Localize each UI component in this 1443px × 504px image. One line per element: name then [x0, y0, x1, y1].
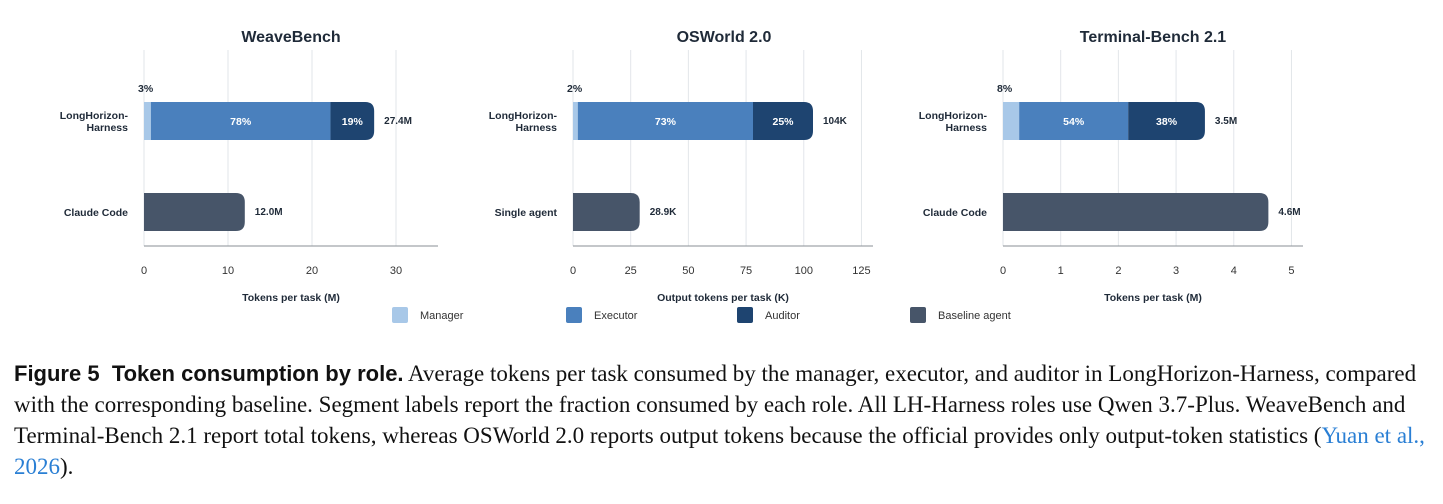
legend-swatch-manager [392, 307, 408, 323]
panel-1-tick-label: 30 [390, 265, 402, 277]
panel-1-bar-manager [144, 102, 151, 140]
panel-2-bar-auditor [753, 102, 813, 140]
panel-3-segment-label: 8% [997, 83, 1013, 95]
panel-2-x-axis-label: Output tokens per task (K) [657, 292, 789, 304]
figure-caption: Figure 5 Token consumption by role. Aver… [14, 358, 1429, 482]
panel-1-x-axis-label: Tokens per task (M) [242, 292, 340, 304]
caption-body: Average tokens per task consumed by the … [14, 361, 1417, 448]
legend-label-auditor: Auditor [765, 310, 800, 322]
panel-1-category-label: Claude Code [64, 207, 128, 219]
panel-2-total-label: 28.9K [650, 207, 677, 218]
panel-1-total-label: 27.4M [384, 116, 412, 127]
panel-3-tick-label: 5 [1288, 265, 1294, 277]
panel-2-segment-label: 25% [772, 116, 794, 128]
panel-2-bar-executor [577, 102, 753, 140]
panel-2-tick-label: 125 [852, 265, 870, 277]
caption-end: ). [60, 454, 74, 479]
panel-3-x-axis-label: Tokens per task (M) [1104, 292, 1202, 304]
panel-3-bar-executor [1019, 102, 1129, 140]
panel-3-total-label: 4.6M [1278, 207, 1300, 218]
panel-1-title: WeaveBench [241, 29, 340, 46]
legend-swatch-auditor [737, 307, 753, 323]
panel-1-segment-label: 3% [138, 83, 154, 95]
panel-3-tick-label: 4 [1231, 265, 1237, 277]
legend-label-executor: Executor [594, 310, 638, 322]
panel-1-tick-label: 10 [222, 265, 234, 277]
panel-2-tick-label: 25 [625, 265, 637, 277]
panel-3-bar-baseline-agent [1003, 193, 1269, 231]
caption-citation[interactable]: Yuan et al., 2026 [14, 423, 1425, 479]
panel-1-bar-auditor [330, 102, 375, 140]
legend-swatch-baseline-agent [910, 307, 926, 323]
panel-1-bar-baseline-agent [144, 193, 245, 231]
panel-1-bar-executor [150, 102, 331, 140]
panel-1-segment-label: 19% [342, 116, 364, 128]
panel-1-tick-label: 0 [141, 265, 147, 277]
panel-2-tick-label: 75 [740, 265, 752, 277]
panel-3-tick-label: 3 [1173, 265, 1179, 277]
panel-3-bar-auditor [1128, 102, 1205, 140]
panel-2-bar-manager [573, 102, 578, 140]
panel-1-tick-label: 20 [306, 265, 318, 277]
panel-1-category-label: LongHorizon-Harness [60, 110, 129, 134]
panel-3-segment-label: 54% [1063, 116, 1085, 128]
panel-3-tick-label: 0 [1000, 265, 1006, 277]
legend-label-manager: Manager [420, 310, 464, 322]
panel-3-segment-label: 38% [1156, 116, 1178, 128]
panel-2-tick-label: 50 [682, 265, 694, 277]
panel-1-total-label: 12.0M [255, 207, 283, 218]
panel-2-total-label: 104K [823, 116, 848, 127]
panel-1-segment-label: 78% [230, 116, 252, 128]
panel-3-tick-label: 2 [1115, 265, 1121, 277]
legend-swatch-executor [566, 307, 582, 323]
legend-label-baseline-agent: Baseline agent [938, 310, 1011, 322]
panel-3-title: Terminal-Bench 2.1 [1080, 29, 1227, 46]
panel-2-segment-label: 73% [655, 116, 677, 128]
panel-2-tick-label: 100 [795, 265, 813, 277]
caption-title: Token consumption by role. [111, 361, 404, 386]
panel-3-category-label: Claude Code [923, 207, 987, 219]
panel-3-tick-label: 1 [1058, 265, 1064, 277]
panel-2-title: OSWorld 2.0 [677, 29, 772, 46]
panel-2-tick-label: 0 [570, 265, 576, 277]
panel-3-total-label: 3.5M [1215, 116, 1237, 127]
caption-label: Figure 5 [14, 361, 100, 386]
panel-2-segment-label: 2% [567, 83, 583, 95]
panel-2-bar-baseline-agent [573, 193, 640, 231]
figure: WeaveBench 0 10 20 30 Tokens per task (M) Long… [60, 29, 1303, 323]
panel-3-category-label: LongHorizon-Harness [919, 110, 988, 134]
panel-2-category-label: LongHorizon-Harness [489, 110, 558, 134]
panel-3-bar-manager [1003, 102, 1020, 140]
panel-2-category-label: Single agent [495, 207, 558, 219]
